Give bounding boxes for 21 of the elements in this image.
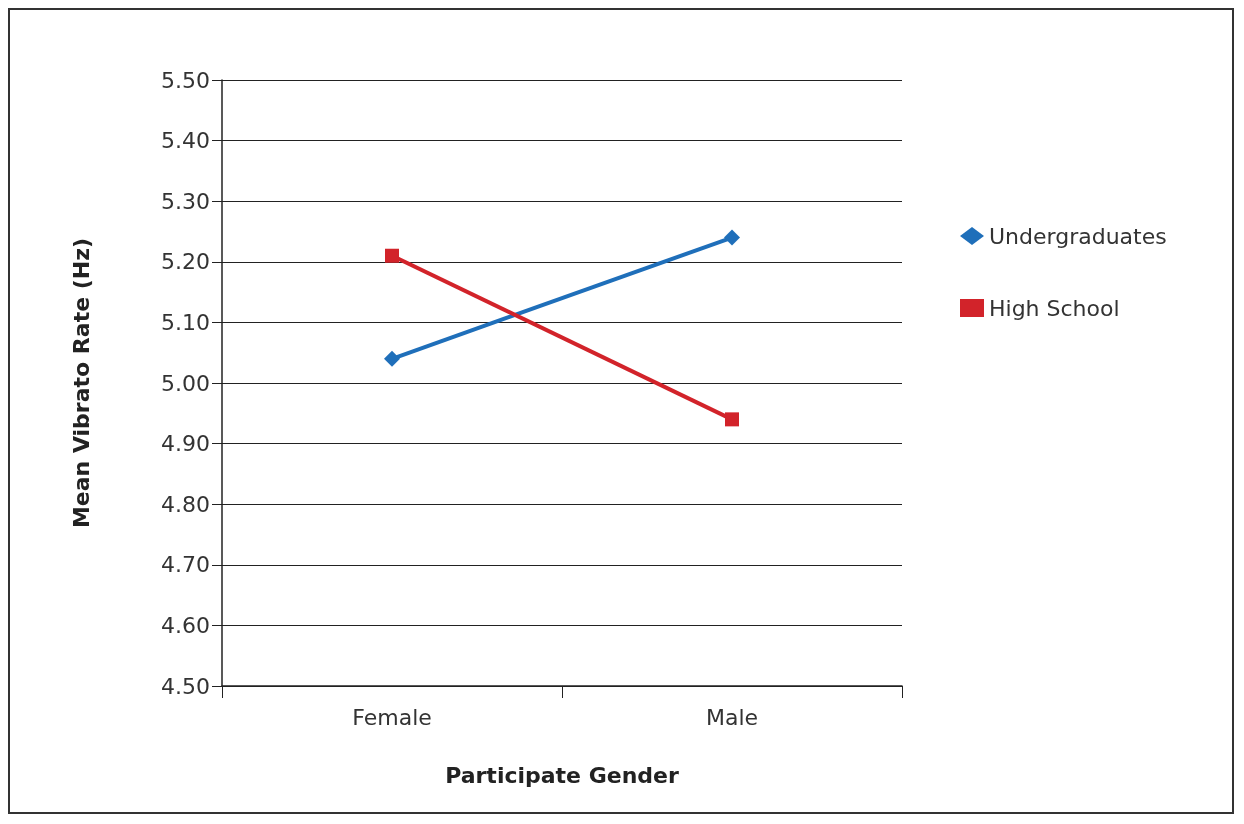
y-tick-label: 4.80	[161, 491, 210, 517]
y-axis-title: Mean Vibrato Rate (Hz)	[68, 237, 94, 529]
point	[384, 350, 400, 367]
y-tick-label: 5.20	[161, 249, 210, 275]
legend-label: Undergraduates	[989, 223, 1167, 249]
point	[385, 248, 399, 263]
y-tick-label: 5.10	[161, 309, 210, 335]
x-axis-title: Participate Gender	[445, 762, 680, 788]
y-tick-label: 5.00	[161, 370, 210, 396]
y-tick-label: 4.90	[161, 431, 210, 457]
y-tick-label: 4.60	[161, 612, 210, 638]
x-tick-label: Female	[352, 704, 432, 730]
y-tick-label: 4.70	[161, 552, 210, 578]
y-tick-label: 5.50	[161, 67, 210, 93]
point	[724, 229, 740, 246]
y-tick-label: 4.50	[161, 673, 210, 699]
legend-label: High School	[989, 295, 1120, 321]
y-tick-label: 5.30	[161, 188, 210, 214]
point	[725, 412, 739, 427]
x-tick-label: Male	[705, 704, 759, 730]
y-tick-label: 5.40	[161, 128, 210, 154]
